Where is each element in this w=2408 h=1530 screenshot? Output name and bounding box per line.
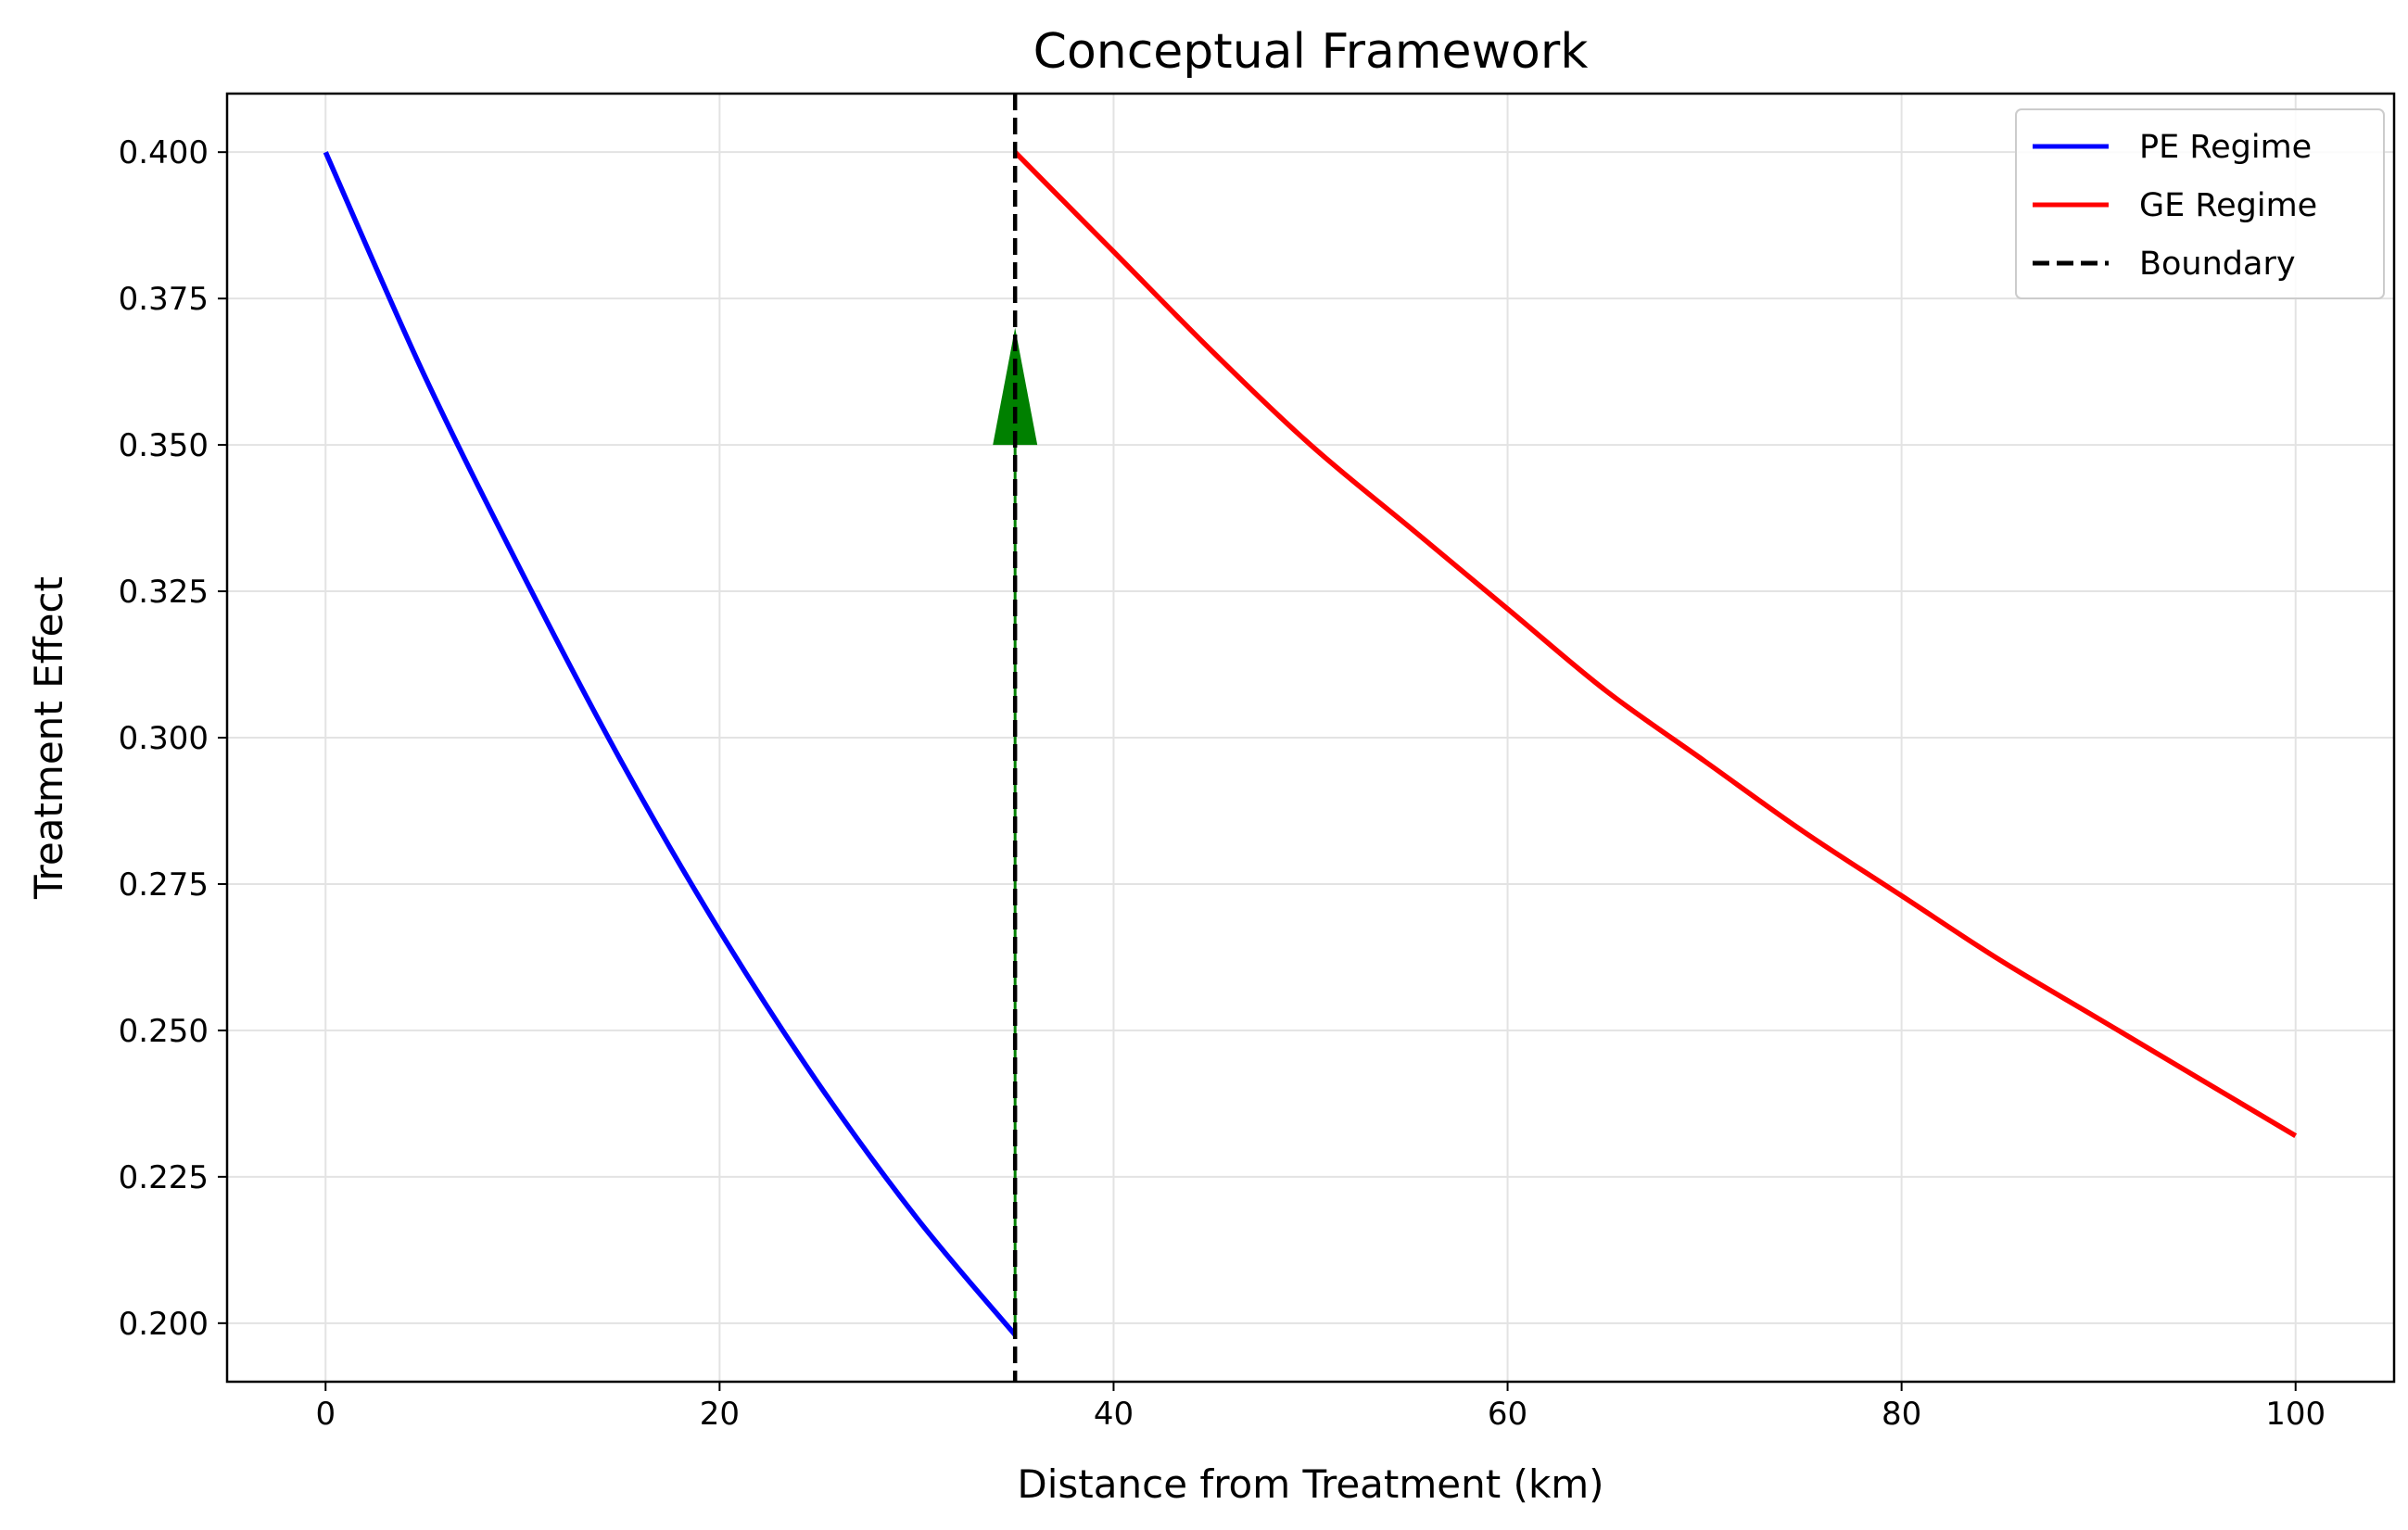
series-line-pe-regime [323,151,1018,1337]
legend: PE Regime GE Regime Boundary [2015,108,2385,299]
legend-label-ge-regime: GE Regime [2139,187,2317,224]
x-tick-label: 40 [1094,1396,1134,1433]
legend-box [2015,108,2385,299]
y-tick-label: 0.375 [119,281,209,318]
x-tick-label: 80 [1882,1396,1921,1433]
y-axis-title: Treatment Effect [26,576,71,900]
y-tick-label: 0.300 [119,720,209,757]
x-tick-label: 20 [700,1396,740,1433]
grid [227,94,2394,1382]
y-tick-label: 0.225 [119,1159,209,1196]
y-tick-label: 0.325 [119,574,209,611]
y-tick-label: 0.275 [119,866,209,904]
legend-label-pe-regime: PE Regime [2139,129,2312,166]
y-tick-label: 0.350 [119,427,209,464]
plot-area [323,94,2298,1382]
series-line-ge-regime [1013,150,2298,1138]
y-tick-label: 0.200 [119,1306,209,1343]
x-tick-label: 60 [1488,1396,1527,1433]
y-tick-label: 0.400 [119,134,209,171]
x-axis-title: Distance from Treatment (km) [1017,1461,1603,1507]
ticks: 0 20 40 60 80 100 0.200 0.225 0.250 0.275 0.300 0.3… [119,134,2326,1433]
x-tick-label: 0 [315,1396,336,1433]
legend-label-boundary: Boundary [2139,246,2296,283]
y-tick-label: 0.250 [119,1013,209,1050]
x-tick-label: 100 [2265,1396,2326,1433]
chart-title: Conceptual Framework [1033,24,1589,80]
